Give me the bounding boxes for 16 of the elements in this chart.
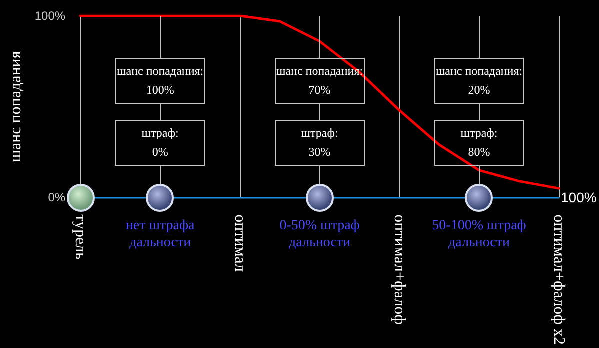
- callout-box: шанс попадания: 20%: [434, 58, 524, 104]
- x-tick-label: оптимал+фалоф: [391, 214, 408, 325]
- callout-box: штраф: 80%: [434, 120, 524, 166]
- line-series: [79, 14, 560, 190]
- text: 0-50% штраф дальности: [280, 218, 360, 251]
- callout-box: штраф: 0%: [115, 120, 206, 166]
- y-tick-label: 0%: [48, 190, 66, 205]
- text: 50-100% штраф дальности: [432, 218, 526, 251]
- callout-box: штраф: 30%: [274, 120, 365, 166]
- x-tick-label: оптимал: [232, 214, 249, 272]
- y-axis-title: шанс попадания: [8, 50, 24, 162]
- x-tick-label: турель: [72, 214, 90, 260]
- text: 100%: [561, 190, 597, 206]
- text: нет штрафа дальности: [126, 218, 196, 251]
- x-tick-label: оптимал+фалоф x2: [550, 214, 568, 345]
- callout-box: шанс попадания: 100%: [115, 58, 206, 104]
